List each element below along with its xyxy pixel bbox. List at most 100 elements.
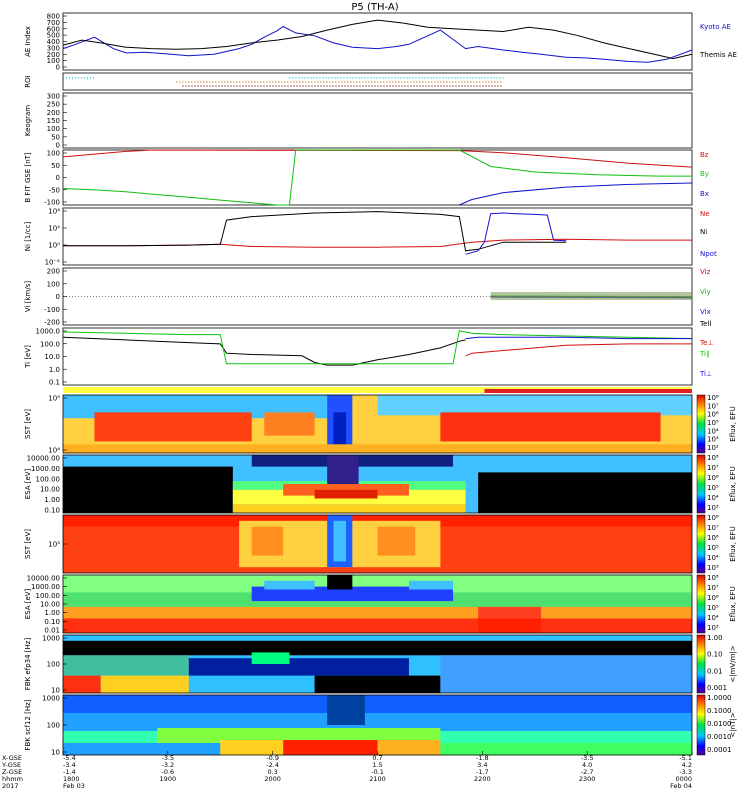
sst_ion-colorbar-tick: 10⁶: [707, 411, 719, 419]
xaxis-tick-y: 3.4: [477, 761, 487, 769]
fbk_e-ytick: 1000: [42, 635, 60, 643]
fbk_b-colorbar-tick: 0.0100: [707, 720, 732, 728]
fbk_e-colorbar-tick: 0.001: [707, 684, 727, 692]
fbk_b-ytick: 10: [51, 749, 60, 757]
density-ytick: 10²: [48, 225, 60, 233]
sst_ion-colorbar-tick: 10⁴: [707, 427, 719, 435]
xaxis-tick-t: 2100: [369, 775, 386, 783]
ae-ytick: 400: [47, 38, 60, 46]
legend-temperature-2: Ti⊥: [699, 370, 712, 378]
esa_ion-ytick: 0.10: [44, 507, 60, 515]
ae-ytick: 800: [47, 13, 60, 21]
fbk_e-heat-cell: [251, 652, 290, 664]
time-axis-labels: X-GSEY-GSEZ-GSEhhmm2017-5.4-3.4-1.41800F…: [1, 751, 693, 790]
sst_ion-heat-cell: [377, 395, 692, 416]
xaxis-tick-z: -0.1: [371, 768, 384, 776]
esa_ion-ytick: 100.00: [36, 475, 61, 483]
fbk_e-heat-cell: [63, 655, 189, 676]
velocity-noise-band: [490, 292, 692, 300]
sst_ion-heat-cell: [333, 412, 347, 453]
bfield-ytick: -100: [44, 199, 60, 207]
fbk_b-heat-cell: [327, 695, 365, 725]
velocity-ytick: 0: [56, 293, 60, 301]
fbk_b-ytick: 1000: [42, 695, 60, 703]
temperature-ytick: 0.1: [49, 379, 60, 387]
esa_ion-ytick: 1.00: [44, 496, 60, 504]
sst_ion-colorbar-tick: 10³: [707, 436, 719, 444]
xaxis-tick-t: 2200: [474, 775, 491, 783]
esa_elec-heat-cell: [408, 580, 453, 590]
xaxis-tick-x: -3.5: [161, 754, 174, 762]
keogram-ytick: 50: [51, 133, 60, 141]
xaxis-tick-t: 2300: [579, 775, 596, 783]
fbk_b-ylabel: FBK scf12 [Hz]: [24, 699, 32, 750]
xaxis-tick-t: 1900: [160, 775, 177, 783]
esa_elec-heat-cell: [478, 606, 542, 619]
ae-series-themisae: [62, 19, 693, 60]
sst_ion-colorbar-tick: 10⁷: [707, 402, 719, 410]
ae-ytick: 300: [47, 44, 60, 52]
esa_ion-colorbar-tick: 10⁴: [707, 494, 719, 502]
legend-velocity-3: Tell: [699, 320, 711, 328]
fbk_b-heat-cell: [157, 728, 441, 743]
legend-ae-0: Kyoto AE: [700, 23, 731, 31]
sst_elec-ylabel: SST [eV]: [24, 529, 32, 559]
sst_elec-colorbar-tick: 10⁵: [707, 544, 719, 552]
esa_elec-colorbar-tick: 10⁷: [707, 584, 719, 592]
legend-bfield-1: By: [700, 170, 709, 178]
xaxis-row-label: Y-GSE: [1, 761, 21, 769]
esa_ion-colorbar: [696, 454, 706, 514]
density-series-ne: [63, 238, 692, 248]
fbk_e-heat-cell: [440, 655, 692, 693]
density-series-npot: [465, 212, 567, 255]
sst_ion-heat-cell: [440, 412, 661, 442]
fbk_e-ylabel: FBK efp34 [Hz]: [24, 638, 32, 691]
ae-ytick: 0: [56, 64, 60, 72]
esa_elec-ytick: 1.00: [44, 609, 60, 617]
temperature-series-ti: [465, 336, 692, 340]
xaxis-tick-y: -3.2: [161, 761, 174, 769]
bfield-ylabel: B FIT GSE [nT]: [24, 152, 32, 203]
esa_ion-colorbar-tick: 10⁷: [707, 464, 719, 472]
esa_elec-colorbar: [696, 574, 706, 634]
fbk_b-colorbar-tick: 1.0000: [707, 694, 732, 702]
panel-roi: ROI: [24, 72, 693, 91]
keogram-ytick: 250: [47, 101, 60, 109]
fbk_b-colorbar-label: <|nT|>: [729, 712, 737, 737]
sst_elec-heat-cell: [251, 526, 284, 556]
sst_elec-colorbar-label: Eflux, EFU: [729, 526, 737, 561]
xaxis-row-label: 2017: [2, 782, 19, 790]
panel-temperature: Ti [eV] 1000.0 100.0 10.0 1.0 0.1: [24, 328, 693, 387]
xaxis-tick-z: -0.6: [161, 768, 174, 776]
xaxis-tick-t: 1800: [63, 775, 80, 783]
sst_elec-heat-cell: [377, 526, 416, 556]
xaxis-tick-x: -5.1: [679, 754, 692, 762]
xaxis-tick-z: -2.7: [581, 768, 594, 776]
plot-title: P5 (TH-A): [351, 2, 398, 13]
density-frame: [62, 207, 693, 266]
sst_ion-colorbar: [696, 394, 706, 454]
legend-density-1: Ni: [700, 228, 707, 236]
temperature-ytick: 1000.0: [36, 328, 61, 336]
legend-bfield-0: Bz: [700, 151, 709, 159]
esa_elec-ytick: 0.10: [44, 618, 60, 626]
esa_ion-colorbar-label: Eflux, EFU: [729, 466, 737, 501]
esa_elec-colorbar-tick: 10⁵: [707, 604, 719, 612]
density-ylabel: Ni [1/cc]: [24, 222, 32, 252]
bfield-ytick: -50: [49, 186, 60, 194]
fbk_b-colorbar: [696, 694, 706, 756]
density-ytick: 10⁰: [48, 242, 60, 250]
legend-density-0: Ne: [700, 210, 710, 218]
sst_ion-colorbar-label: Eflux, EFU: [729, 406, 737, 441]
xaxis-tick-x: -1.8: [476, 754, 489, 762]
legend-temperature-0: Te⊥: [699, 339, 714, 347]
esa_elec-heat-cell: [264, 580, 315, 590]
xaxis-tick-x: -3.5: [581, 754, 594, 762]
keogram-ylabel: Keogram: [24, 105, 32, 136]
esa_elec-heat-cell: [63, 606, 692, 619]
esa_elec-ytick: 10.00: [40, 601, 60, 609]
fbk_b-heat-cell: [220, 740, 284, 755]
xaxis-tick-z: -3.3: [679, 768, 692, 776]
